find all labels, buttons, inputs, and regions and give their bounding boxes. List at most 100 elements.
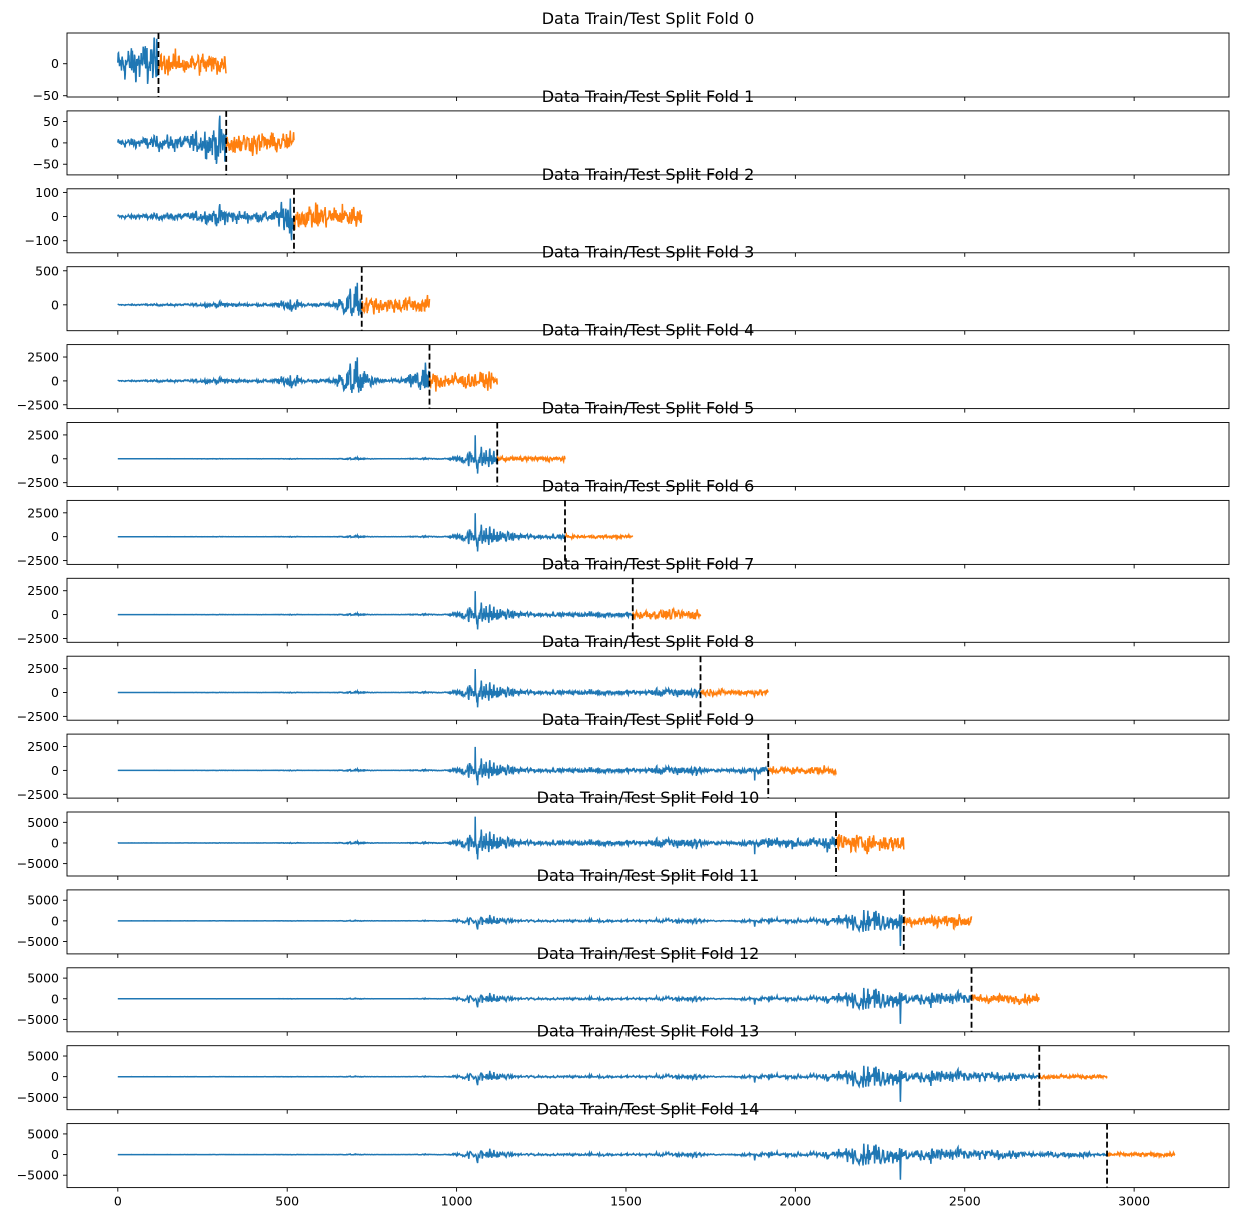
- x-tick-label: 1500: [610, 1194, 642, 1209]
- test-series-line: [428, 371, 498, 392]
- test-series-line: [496, 454, 566, 465]
- x-tick-label: 0: [114, 1194, 122, 1209]
- y-tick-label: 2500: [27, 583, 59, 598]
- y-tick-label: 0: [51, 685, 59, 700]
- subplot-title: Data Train/Test Split Fold 3: [542, 243, 755, 262]
- y-tick-label: 500: [35, 263, 59, 278]
- test-series-line: [564, 531, 634, 542]
- axes-frame: [66, 889, 1230, 955]
- subplot-title: Data Train/Test Split Fold 7: [542, 554, 755, 573]
- y-tick-label: 0: [51, 607, 59, 622]
- train-series-line: [117, 115, 227, 165]
- train-series-line: [117, 513, 566, 552]
- y-tick-label: −50: [33, 157, 59, 172]
- axes-frame: [66, 499, 1230, 565]
- axes-frame: [66, 188, 1230, 254]
- subplot-title: Data Train/Test Split Fold 12: [537, 944, 760, 963]
- y-tick-label: 0: [51, 1147, 59, 1162]
- subplot-fold-13: −5000 0 5000 Data Train/Test Split Fold 13: [17, 1022, 1230, 1114]
- subplot-fold-12: −5000 0 5000 Data Train/Test Split Fold 12: [17, 944, 1230, 1036]
- axes-frame: [66, 577, 1230, 643]
- test-series-line: [360, 294, 431, 315]
- y-tick-label: 2500: [27, 350, 59, 365]
- train-series-line: [117, 816, 837, 860]
- test-series-line: [699, 687, 769, 699]
- x-tick-label: 1000: [441, 1194, 473, 1209]
- train-series-line: [117, 909, 905, 947]
- subplot-fold-10: −5000 0 5000 Data Train/Test Split Fold 10: [17, 788, 1230, 880]
- subplot-fold-9: −2500 0 2500 Data Train/Test Split Fold 9: [17, 710, 1230, 803]
- y-tick-label: 0: [51, 451, 59, 466]
- y-tick-label: 2500: [27, 661, 59, 676]
- test-series-line: [157, 48, 227, 76]
- y-tick-label: −5000: [17, 1012, 59, 1027]
- train-series-line: [117, 37, 160, 84]
- y-tick-label: −2500: [17, 553, 59, 568]
- y-tick-label: 5000: [27, 1049, 59, 1064]
- y-tick-label: 0: [51, 1069, 59, 1084]
- train-series-line: [117, 1065, 1040, 1102]
- subplot-title: Data Train/Test Split Fold 11: [537, 866, 760, 885]
- x-tick-label: 2000: [779, 1194, 811, 1209]
- subplot-fold-5: −2500 0 2500 Data Train/Test Split Fold 5: [17, 399, 1230, 491]
- subplot-fold-14: −5000 0 5000 Data Train/Test Split Fold 14 0…: [17, 1100, 1230, 1209]
- y-tick-label: −5000: [17, 1090, 59, 1105]
- y-tick-label: −2500: [17, 397, 59, 412]
- train-series-line: [117, 668, 702, 708]
- x-tick-label: 3000: [1118, 1194, 1150, 1209]
- test-series-line: [1106, 1150, 1176, 1160]
- train-series-line: [117, 591, 634, 630]
- axes-frame: [66, 32, 1230, 98]
- y-tick-label: 0: [51, 763, 59, 778]
- subplot-fold-0: −50 0 Data Train/Test Split Fold 0: [33, 9, 1230, 103]
- y-tick-label: −5000: [17, 856, 59, 871]
- subplot-title: Data Train/Test Split Fold 0: [542, 9, 755, 28]
- test-series-line: [225, 130, 295, 156]
- test-series-line: [903, 913, 973, 931]
- y-tick-label: −50: [33, 88, 59, 103]
- subplot-title: Data Train/Test Split Fold 8: [542, 632, 755, 651]
- y-tick-label: 5000: [27, 1126, 59, 1141]
- y-tick-label: −5000: [17, 934, 59, 949]
- axes-frame: [66, 1123, 1230, 1189]
- train-series-line: [117, 282, 363, 317]
- axes-frame: [66, 1045, 1230, 1111]
- y-tick-label: 5000: [27, 971, 59, 986]
- test-series-line: [632, 606, 702, 621]
- y-tick-label: 5000: [27, 893, 59, 908]
- axes-frame: [66, 422, 1230, 487]
- y-tick-label: 2500: [27, 739, 59, 754]
- subplot-title: Data Train/Test Split Fold 9: [542, 710, 755, 729]
- test-series-line: [1038, 1072, 1108, 1081]
- y-tick-label: −2500: [17, 475, 59, 490]
- axes-frame: [66, 266, 1230, 332]
- train-series-line: [117, 987, 973, 1024]
- subplot-fold-4: −2500 0 2500 Data Train/Test Split Fold 4: [17, 321, 1230, 413]
- test-series-line: [293, 202, 363, 231]
- subplot-title: Data Train/Test Split Fold 1: [542, 87, 755, 106]
- y-tick-label: 0: [51, 56, 59, 71]
- y-tick-label: 0: [51, 135, 59, 150]
- test-series-line: [767, 765, 837, 777]
- y-tick-label: 0: [51, 297, 59, 312]
- y-tick-label: 0: [51, 373, 59, 388]
- subplot-fold-8: −2500 0 2500 Data Train/Test Split Fold 8: [17, 632, 1230, 725]
- subplot-fold-7: −2500 0 2500 Data Train/Test Split Fold 7: [17, 554, 1230, 647]
- subplot-fold-1: −50 0 50 Data Train/Test Split Fold 1: [33, 87, 1230, 179]
- subplot-fold-6: −2500 0 2500 Data Train/Test Split Fold 6: [17, 476, 1230, 569]
- subplot-title: Data Train/Test Split Fold 14: [537, 1100, 760, 1119]
- train-series-line: [117, 198, 295, 241]
- axes-frame: [66, 967, 1230, 1033]
- y-tick-label: −2500: [17, 787, 59, 802]
- y-tick-label: 100: [35, 185, 59, 200]
- y-tick-label: 0: [51, 991, 59, 1006]
- y-tick-label: 2500: [27, 427, 59, 442]
- axes-frame: [66, 733, 1230, 799]
- x-tick-label: 2500: [949, 1194, 981, 1209]
- y-tick-label: 0: [51, 209, 59, 224]
- test-series-line: [835, 833, 905, 855]
- y-tick-label: −2500: [17, 709, 59, 724]
- subplot-title: Data Train/Test Split Fold 4: [542, 321, 755, 340]
- y-tick-label: 50: [43, 114, 59, 129]
- subplot-title: Data Train/Test Split Fold 10: [537, 788, 760, 807]
